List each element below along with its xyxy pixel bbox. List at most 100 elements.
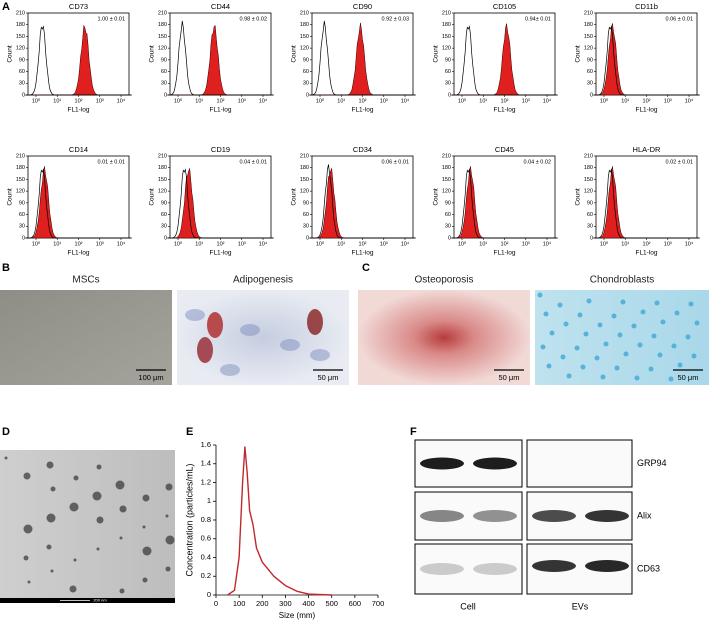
y-tick-label: 120 <box>442 189 451 195</box>
y-tick-label: 0.8 <box>201 515 211 524</box>
x-tick-label: 300 <box>279 599 292 608</box>
y-tick-label: 90 <box>161 200 167 206</box>
y-tick-label: 0 <box>22 92 25 98</box>
chondrocyte <box>654 300 660 306</box>
x-axis-label: FL1-log <box>635 107 657 114</box>
control-histogram <box>25 25 132 96</box>
cell <box>220 364 240 376</box>
y-axis-label: Count <box>7 188 14 206</box>
y-tick-label: 90 <box>445 57 451 63</box>
y-tick-label: 90 <box>587 57 593 63</box>
y-axis-label: Count <box>149 45 156 63</box>
y-tick-label: 210 <box>158 10 167 16</box>
sample-histogram <box>451 23 558 96</box>
x-tick-label: 10² <box>75 98 83 104</box>
blot-band <box>420 510 464 522</box>
y-axis-label: Count <box>291 188 298 206</box>
cell <box>310 349 330 361</box>
x-tick-label: 10⁰ <box>600 97 609 104</box>
blot-band <box>473 563 517 575</box>
vesicle <box>142 577 148 583</box>
y-tick-label: 210 <box>300 153 309 159</box>
scale-bar-label: 50 μm <box>678 373 699 382</box>
y-tick-label: 0 <box>448 235 451 241</box>
y-tick-label: 120 <box>158 46 167 52</box>
vesicle <box>73 558 77 562</box>
chondrocyte <box>691 353 697 359</box>
y-tick-label: 120 <box>584 189 593 195</box>
x-tick-label: 10⁰ <box>316 97 325 104</box>
x-tick-label: 10³ <box>380 98 388 104</box>
stained-cell <box>207 312 223 338</box>
vesicle <box>165 566 171 572</box>
y-tick-label: 180 <box>158 165 167 171</box>
y-tick-label: 1.4 <box>201 459 211 468</box>
chondrocyte <box>611 313 617 319</box>
vesicle <box>23 524 33 534</box>
y-tick-label: 0 <box>590 92 593 98</box>
y-tick-label: 0 <box>207 590 211 599</box>
sample-histogram <box>309 22 416 96</box>
y-tick-label: 150 <box>584 177 593 183</box>
y-tick-label: 90 <box>19 200 25 206</box>
vesicle <box>46 461 54 469</box>
y-tick-label: 120 <box>584 46 593 52</box>
percent-positive: 0.01 ± 0.01 <box>98 159 125 165</box>
x-tick-label: 10⁰ <box>316 240 325 247</box>
x-tick-label: 10² <box>359 241 367 247</box>
x-tick-label: 0 <box>214 599 218 608</box>
y-tick-label: 210 <box>584 153 593 159</box>
cell <box>240 324 260 336</box>
x-axis-label: FL1-log <box>67 107 89 114</box>
y-axis-label: Count <box>433 188 440 206</box>
y-tick-label: 120 <box>158 189 167 195</box>
x-tick-label: 10¹ <box>621 98 629 104</box>
chondrocyte <box>574 345 580 351</box>
x-tick-label: 10¹ <box>195 241 203 247</box>
x-axis-label: Size (mm) <box>279 611 316 620</box>
x-tick-label: 10¹ <box>53 98 61 104</box>
x-tick-label: 500 <box>325 599 338 608</box>
y-tick-label: 180 <box>158 22 167 28</box>
blot-frame <box>526 439 633 488</box>
y-tick-label: 180 <box>442 22 451 28</box>
x-axis-label: FL1-log <box>351 250 373 257</box>
y-tick-label: 90 <box>445 200 451 206</box>
vesicle <box>4 456 8 460</box>
vesicle <box>165 535 175 545</box>
percent-positive: 0.06 ± 0.01 <box>666 16 693 22</box>
micrograph-title: Osteoporosis <box>415 275 474 286</box>
blot-band <box>473 510 517 522</box>
percent-positive: 0.04 ± 0.01 <box>240 159 267 165</box>
vesicle <box>96 547 100 551</box>
y-tick-label: 30 <box>445 81 451 87</box>
vesicle <box>50 486 56 492</box>
y-tick-label: 210 <box>584 10 593 16</box>
y-tick-label: 120 <box>300 46 309 52</box>
y-tick-label: 60 <box>303 212 309 218</box>
chondrocyte <box>648 366 654 372</box>
x-tick-label: 10¹ <box>479 241 487 247</box>
blot-band <box>473 457 517 470</box>
x-axis-label: FL1-log <box>493 250 515 257</box>
x-tick-label: 10⁰ <box>32 240 41 247</box>
chondrocyte <box>557 302 563 308</box>
histogram-title: CD45 <box>495 145 514 154</box>
x-axis-label: FL1-log <box>67 250 89 257</box>
protein-label: Alix <box>637 510 652 520</box>
vesicle <box>92 491 102 501</box>
vesicle <box>96 516 104 524</box>
percent-positive: 0.02 ± 0.01 <box>666 159 693 165</box>
percent-positive: 1.00 ± 0.01 <box>98 16 125 22</box>
y-tick-label: 60 <box>19 212 25 218</box>
micrograph-title: Chondroblasts <box>590 275 654 286</box>
sample-histogram <box>25 25 132 96</box>
chondrocyte <box>657 352 663 358</box>
protein-label: GRP94 <box>637 458 667 468</box>
y-tick-label: 30 <box>161 224 167 230</box>
y-tick-label: 0.6 <box>201 534 211 543</box>
chondrocyte <box>660 319 666 325</box>
vesicle <box>69 585 77 593</box>
x-tick-label: 10¹ <box>337 241 345 247</box>
x-tick-label: 10² <box>75 241 83 247</box>
